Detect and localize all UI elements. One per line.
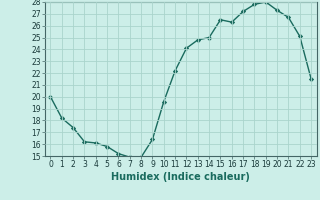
- X-axis label: Humidex (Indice chaleur): Humidex (Indice chaleur): [111, 172, 250, 182]
